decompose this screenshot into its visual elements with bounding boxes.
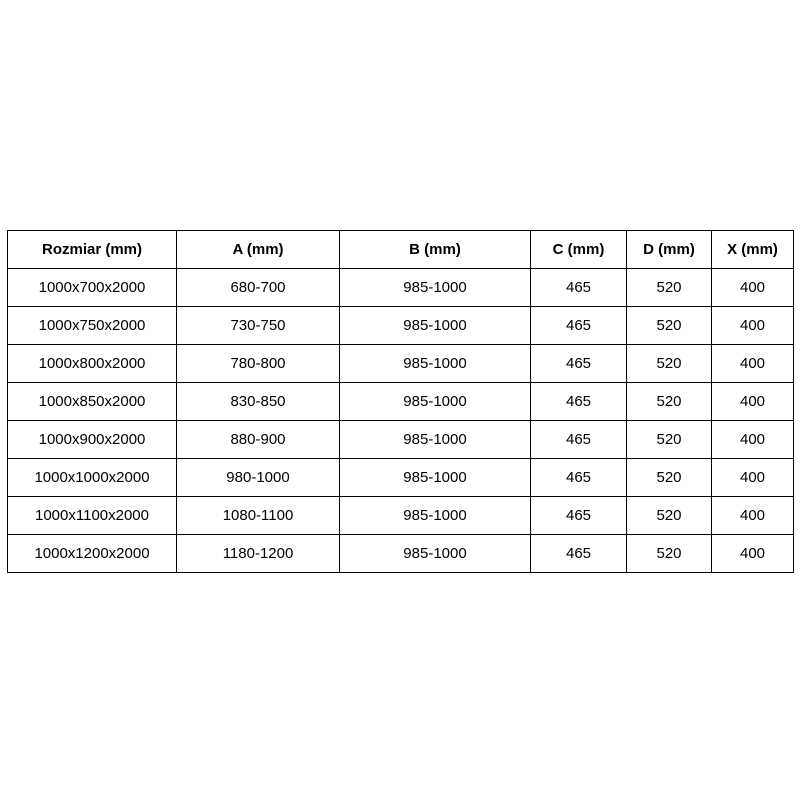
column-header: X (mm): [711, 230, 794, 269]
table-cell: 985-1000: [339, 496, 531, 535]
header-row: Rozmiar (mm) A (mm) B (mm) C (mm) D (mm) X (m…: [7, 230, 794, 269]
table-cell: 520: [626, 496, 712, 535]
table-cell: 465: [530, 306, 627, 345]
table-cell: 520: [626, 382, 712, 421]
table-cell: 985-1000: [339, 420, 531, 459]
column-header: Rozmiar (mm): [7, 230, 177, 269]
table-row: 1000x700x2000 680-700 985-1000 465 520 400: [7, 268, 794, 307]
table-cell: 980-1000: [176, 458, 340, 497]
table-cell: 400: [711, 268, 794, 307]
table-cell: 985-1000: [339, 344, 531, 383]
table-cell: 465: [530, 420, 627, 459]
table-cell: 400: [711, 496, 794, 535]
table-row: 1000x800x2000 780-800 985-1000 465 520 400: [7, 344, 794, 383]
table-cell: 465: [530, 458, 627, 497]
table-cell: 1080-1100: [176, 496, 340, 535]
table-cell: 1180-1200: [176, 534, 340, 573]
table-cell: 520: [626, 306, 712, 345]
table-cell: 1000x1000x2000: [7, 458, 177, 497]
table-cell: 465: [530, 496, 627, 535]
table-cell: 465: [530, 268, 627, 307]
table-cell: 1000x750x2000: [7, 306, 177, 345]
column-header: C (mm): [530, 230, 627, 269]
table-cell: 985-1000: [339, 268, 531, 307]
table-cell: 465: [530, 534, 627, 573]
table-cell: 520: [626, 534, 712, 573]
table-cell: 465: [530, 382, 627, 421]
table-cell: 400: [711, 458, 794, 497]
table-cell: 730-750: [176, 306, 340, 345]
dimensions-table: Rozmiar (mm) A (mm) B (mm) C (mm) D (mm) X (m…: [7, 230, 794, 573]
table-cell: 1000x1200x2000: [7, 534, 177, 573]
table-cell: 400: [711, 382, 794, 421]
table-cell: 1000x700x2000: [7, 268, 177, 307]
table-cell: 830-850: [176, 382, 340, 421]
table-cell: 400: [711, 420, 794, 459]
table-cell: 400: [711, 534, 794, 573]
table-cell: 985-1000: [339, 458, 531, 497]
table-cell: 520: [626, 268, 712, 307]
table-cell: 520: [626, 344, 712, 383]
table-cell: 985-1000: [339, 534, 531, 573]
column-header: D (mm): [626, 230, 712, 269]
table-row: 1000x1100x2000 1080-1100 985-1000 465 520 400: [7, 496, 794, 535]
table-cell: 520: [626, 458, 712, 497]
table-row: 1000x1200x2000 1180-1200 985-1000 465 520 400: [7, 534, 794, 573]
table-row: 1000x900x2000 880-900 985-1000 465 520 400: [7, 420, 794, 459]
table-cell: 520: [626, 420, 712, 459]
column-header: A (mm): [176, 230, 340, 269]
table-cell: 1000x1100x2000: [7, 496, 177, 535]
table-cell: 1000x800x2000: [7, 344, 177, 383]
table-row: 1000x1000x2000 980-1000 985-1000 465 520 400: [7, 458, 794, 497]
table-cell: 680-700: [176, 268, 340, 307]
table-cell: 985-1000: [339, 382, 531, 421]
table-cell: 400: [711, 344, 794, 383]
table-cell: 1000x850x2000: [7, 382, 177, 421]
table-cell: 1000x900x2000: [7, 420, 177, 459]
table-row: 1000x750x2000 730-750 985-1000 465 520 400: [7, 306, 794, 345]
table-cell: 880-900: [176, 420, 340, 459]
column-header: B (mm): [339, 230, 531, 269]
table-cell: 780-800: [176, 344, 340, 383]
table-cell: 985-1000: [339, 306, 531, 345]
table-row: 1000x850x2000 830-850 985-1000 465 520 400: [7, 382, 794, 421]
table-cell: 400: [711, 306, 794, 345]
table-cell: 465: [530, 344, 627, 383]
